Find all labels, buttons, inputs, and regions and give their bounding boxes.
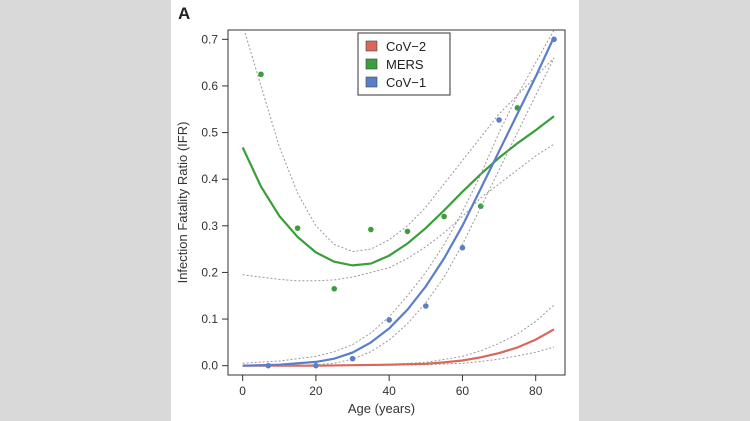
mers-fit-line bbox=[241, 115, 555, 267]
legend-label-mers: MERS bbox=[386, 57, 424, 72]
plot-frame bbox=[227, 29, 566, 376]
cov-1-ci-upper-line bbox=[242, 30, 555, 364]
y-axis-title: Infection Fatality Ratio (IFR) bbox=[175, 122, 190, 284]
cov-1-ci-lower-line bbox=[242, 57, 555, 367]
cov-1-fit-line bbox=[242, 36, 555, 367]
x-tick-label: 0 bbox=[239, 384, 246, 398]
mers-point bbox=[368, 226, 374, 233]
cov-1-point bbox=[496, 117, 502, 123]
mers-point bbox=[404, 228, 411, 235]
legend-label-cov-2: CoV−2 bbox=[386, 39, 426, 54]
y-tick-label: 0.5 bbox=[201, 126, 218, 140]
mers-point bbox=[331, 285, 338, 292]
legend-swatch-cov-2 bbox=[365, 40, 378, 52]
y-tick-label: 0.6 bbox=[201, 79, 218, 93]
cov-1-point bbox=[551, 36, 557, 43]
cov-1-point bbox=[265, 362, 272, 369]
y-tick-label: 0.7 bbox=[201, 32, 218, 46]
x-tick-label: 40 bbox=[382, 384, 396, 398]
cov-1-point bbox=[459, 244, 466, 251]
mers-point bbox=[441, 213, 447, 220]
x-tick-label: 60 bbox=[456, 384, 470, 398]
cov-1-point bbox=[386, 317, 392, 323]
y-tick-label: 0.0 bbox=[201, 359, 218, 373]
cov-1-point bbox=[313, 362, 319, 369]
x-axis-title: Age (years) bbox=[348, 401, 415, 416]
legend-label-cov-1: CoV−1 bbox=[386, 75, 426, 90]
panel-label: A bbox=[178, 4, 191, 23]
cov-2-fit-line bbox=[242, 328, 555, 367]
y-tick-label: 0.2 bbox=[201, 265, 218, 279]
legend-swatch-mers bbox=[365, 58, 378, 70]
y-tick-label: 0.4 bbox=[201, 172, 218, 186]
y-tick-label: 0.3 bbox=[201, 219, 218, 233]
y-tick-label: 0.1 bbox=[201, 312, 218, 326]
mers-point bbox=[294, 225, 301, 231]
mers-ci-lower-line bbox=[242, 143, 555, 282]
mers-ci-upper-line bbox=[243, 30, 555, 253]
x-tick-label: 20 bbox=[309, 384, 323, 398]
mers-point bbox=[258, 71, 264, 78]
cov-1-point bbox=[423, 303, 429, 309]
legend-swatch-cov-1 bbox=[365, 76, 378, 88]
x-tick-label: 80 bbox=[529, 384, 543, 398]
cov-1-point bbox=[349, 355, 356, 362]
cov-2-ci-upper-line bbox=[242, 304, 555, 367]
